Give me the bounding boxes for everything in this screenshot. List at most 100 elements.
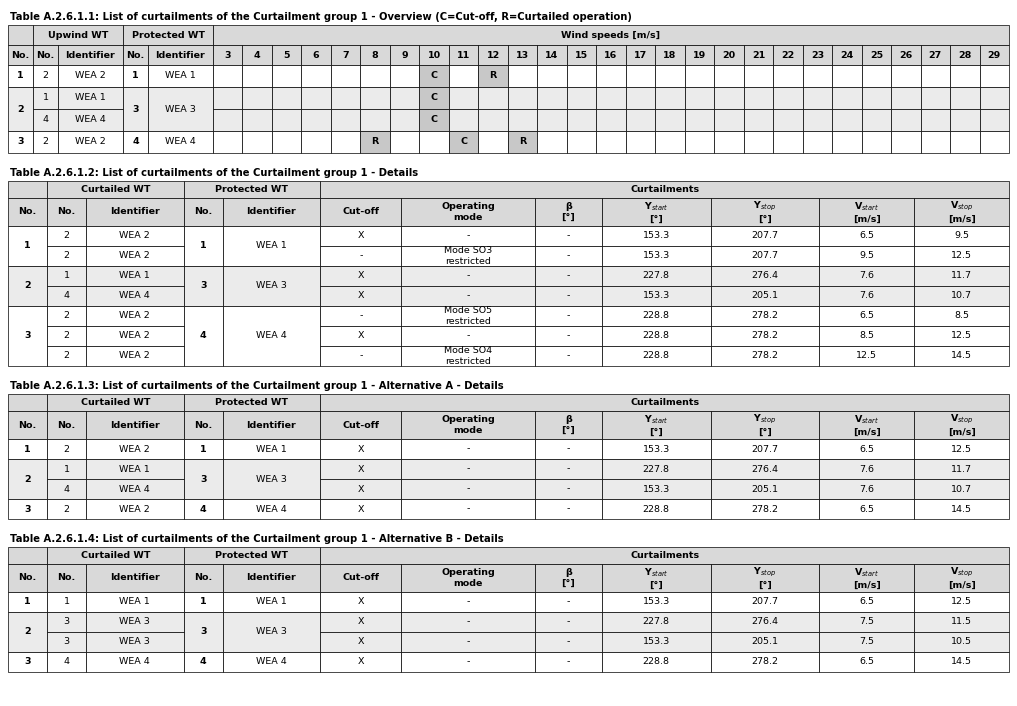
Text: 12.5: 12.5 <box>951 332 972 340</box>
Bar <box>213 131 242 153</box>
Text: Table A.2.6.1.3: List of curtailments of the Curtailment group 1 - Alternative A: Table A.2.6.1.3: List of curtailments of… <box>10 381 503 391</box>
Bar <box>242 109 272 131</box>
Bar <box>602 479 711 499</box>
Text: No.: No. <box>194 208 213 217</box>
Text: No.: No. <box>37 51 55 59</box>
Text: Identifier: Identifier <box>246 421 296 429</box>
Text: WEA 2: WEA 2 <box>119 352 151 361</box>
Text: WEA 2: WEA 2 <box>119 311 151 321</box>
Bar <box>979 131 1009 153</box>
Text: X: X <box>357 292 364 301</box>
Bar <box>184 226 223 266</box>
Text: 11.5: 11.5 <box>951 618 972 626</box>
Bar <box>802 65 832 87</box>
Text: -: - <box>467 232 470 241</box>
Bar <box>8 439 47 459</box>
Bar <box>711 564 820 592</box>
Bar <box>448 131 478 153</box>
Text: Upwind WT: Upwind WT <box>48 30 108 40</box>
Bar <box>914 564 1009 592</box>
Bar <box>320 564 401 592</box>
Text: 3: 3 <box>24 657 31 666</box>
Text: Identifier: Identifier <box>156 51 205 59</box>
Bar <box>86 266 184 286</box>
Bar <box>820 226 914 246</box>
Text: X: X <box>357 272 364 280</box>
Bar <box>820 612 914 632</box>
Text: 17: 17 <box>634 51 647 59</box>
Text: 25: 25 <box>870 51 883 59</box>
Bar <box>8 65 33 87</box>
Text: 9.5: 9.5 <box>954 232 969 241</box>
Bar <box>507 131 537 153</box>
Text: 205.1: 205.1 <box>752 638 779 647</box>
Text: 21: 21 <box>752 51 765 59</box>
Text: 22: 22 <box>781 51 794 59</box>
Bar <box>148 131 213 153</box>
Bar <box>535 652 602 672</box>
Bar <box>914 499 1009 519</box>
Bar <box>743 109 773 131</box>
Bar <box>448 109 478 131</box>
Bar <box>390 45 419 65</box>
Text: 153.3: 153.3 <box>643 484 670 493</box>
Text: 1: 1 <box>24 445 31 453</box>
Bar <box>33 25 123 45</box>
Bar <box>86 411 184 439</box>
Text: Table A.2.6.1.4: List of curtailments of the Curtailment group 1 - Alternative B: Table A.2.6.1.4: List of curtailments of… <box>10 534 503 544</box>
Bar <box>213 87 242 109</box>
Text: -: - <box>566 618 571 626</box>
Bar <box>401 612 535 632</box>
Text: 9.5: 9.5 <box>859 251 875 261</box>
Bar <box>537 65 566 87</box>
Text: -: - <box>566 484 571 493</box>
Text: 2: 2 <box>43 138 49 147</box>
Text: No.: No. <box>126 51 144 59</box>
Text: X: X <box>357 332 364 340</box>
Text: 6.5: 6.5 <box>859 232 875 241</box>
Bar <box>47 439 86 459</box>
Bar <box>401 346 535 366</box>
Bar <box>47 181 184 198</box>
Text: 153.3: 153.3 <box>643 597 670 606</box>
Text: 14.5: 14.5 <box>951 657 972 666</box>
Text: -: - <box>566 657 571 666</box>
Bar <box>820 439 914 459</box>
Bar <box>596 109 625 131</box>
Bar <box>47 479 86 499</box>
Bar <box>47 346 86 366</box>
Bar <box>832 65 861 87</box>
Bar <box>148 45 213 65</box>
Text: 7.6: 7.6 <box>859 272 875 280</box>
Bar <box>891 87 920 109</box>
Bar <box>33 65 58 87</box>
Bar <box>47 226 86 246</box>
Text: X: X <box>357 232 364 241</box>
Text: 4: 4 <box>63 484 69 493</box>
Bar <box>401 286 535 306</box>
Text: 10.7: 10.7 <box>951 292 972 301</box>
Bar <box>448 65 478 87</box>
Text: WEA 2: WEA 2 <box>119 251 151 261</box>
Bar <box>360 109 390 131</box>
Bar <box>401 411 535 439</box>
Bar <box>419 87 448 109</box>
Text: Y$_{stop}$
[°]: Y$_{stop}$ [°] <box>754 566 777 590</box>
Bar <box>711 612 820 632</box>
Bar <box>566 131 596 153</box>
Bar <box>8 612 47 652</box>
Bar <box>8 266 47 306</box>
Bar <box>58 45 123 65</box>
Bar <box>820 652 914 672</box>
Bar <box>773 65 802 87</box>
Bar <box>47 326 86 346</box>
Text: 8.5: 8.5 <box>954 311 969 321</box>
Bar <box>535 326 602 346</box>
Bar <box>566 65 596 87</box>
Text: No.: No. <box>11 51 29 59</box>
Text: 1: 1 <box>43 93 49 102</box>
Bar <box>360 87 390 109</box>
Bar <box>596 45 625 65</box>
Bar <box>507 45 537 65</box>
Bar <box>566 109 596 131</box>
